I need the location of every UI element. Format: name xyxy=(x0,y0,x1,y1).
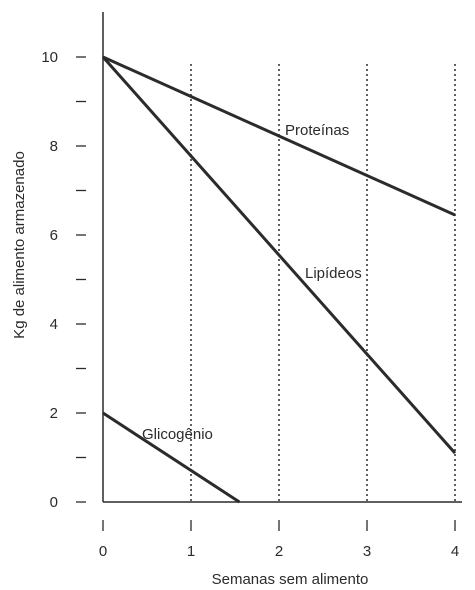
x-tick-label: 2 xyxy=(275,543,283,560)
y-tick-label: 6 xyxy=(50,227,58,244)
ticks: 0 2 4 6 8 10 0 1 2 3 4 xyxy=(41,49,459,560)
y-tick-label: 8 xyxy=(50,138,58,155)
y-tick-label: 4 xyxy=(50,316,58,333)
x-tick-label: 4 xyxy=(451,543,459,560)
series-line-3 xyxy=(102,411,241,504)
y-tick-label: 10 xyxy=(41,49,58,66)
series-labels: Proteínas Lipídeos Glicogênio xyxy=(142,122,362,443)
y-tick-label: 2 xyxy=(50,405,58,422)
y-tick-label: 0 xyxy=(50,494,58,511)
gridlines xyxy=(190,64,456,502)
series-line-1 xyxy=(102,55,456,217)
x-axis-title: Semanas sem alimento xyxy=(212,571,369,588)
x-tick-label: 1 xyxy=(187,543,195,560)
y-axis-title: Kg de alimento armazenado xyxy=(11,151,28,339)
axes xyxy=(102,12,462,503)
series-label-3: Glicogênio xyxy=(142,426,213,443)
series-line-2 xyxy=(101,56,457,455)
series-label-2: Lipídeos xyxy=(305,265,362,282)
x-tick-label: 0 xyxy=(99,543,107,560)
x-tick-label: 3 xyxy=(363,543,371,560)
series-label-1: Proteínas xyxy=(285,122,349,139)
series xyxy=(101,55,457,504)
